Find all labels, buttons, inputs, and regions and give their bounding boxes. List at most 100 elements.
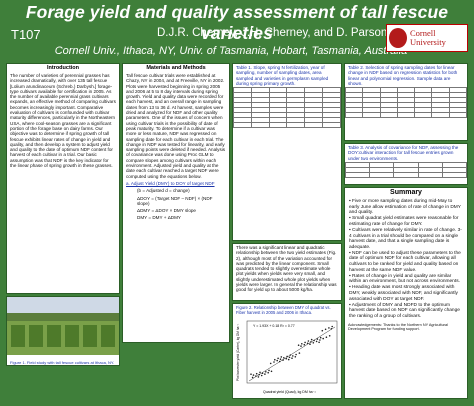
scatter-point: [301, 342, 303, 345]
table3-caption: Table 3. Analysis of covariance for NDF,…: [348, 145, 459, 161]
scatter-point: [289, 353, 292, 356]
methods-panel: Materials and Methods Tall fescue cultiv…: [122, 63, 230, 343]
intro-text: The number of varieties of perennial gra…: [10, 73, 116, 169]
poster-title: Forage yield and quality assessment of t…: [25, 2, 449, 43]
scatter-point: [325, 335, 328, 338]
scatter-ylabel: Plot harvester yield (Carter), kg DM ha⁻…: [236, 323, 240, 380]
table1-caption: Table 1. Slope, spring N fertilization, …: [236, 65, 329, 86]
fig1-caption: Figure 1. Field study with tall fescue c…: [10, 360, 115, 365]
summary-bullet: ▪ Rates of change in yield and quality a…: [349, 273, 460, 285]
scatter-point: [270, 370, 273, 372]
scatter-point: [316, 337, 319, 340]
methods-text: Tall fescue cultivar trials were establi…: [126, 73, 226, 179]
scatter-point: [287, 358, 290, 360]
scatter-point: [273, 360, 275, 363]
table2-caption: Table 2. Selection of spring sampling da…: [348, 65, 458, 86]
scatter-point: [264, 372, 266, 375]
intro-heading: Introduction: [7, 64, 119, 72]
table1: [233, 87, 341, 129]
scatter-point: [306, 342, 309, 344]
scatter-point: [318, 341, 320, 343]
methods-heading: Materials and Methods: [123, 64, 229, 72]
eq2: ΔDOY = (Target NDF – NDF) × (NDF slope): [137, 195, 213, 206]
scatter-point: [330, 327, 333, 330]
logo-text: Cornell University: [409, 28, 446, 47]
scatter-point: [258, 373, 260, 375]
scatter-point: [291, 356, 293, 359]
scatter-point: [312, 341, 315, 344]
intro-panel: Introduction The number of varieties of …: [6, 63, 120, 294]
scatter-point: [322, 337, 324, 339]
results-panel: There was a significant linear and quadr…: [232, 243, 342, 301]
scatter-point: [259, 371, 261, 373]
summary-bullet: ▪ Cultivars were relatively similar in r…: [349, 227, 462, 250]
summary-bullet: ▪ Small quadrat yield estimates were rea…: [349, 216, 459, 227]
table1-panel: Table 1. Slope, spring N fertilization, …: [232, 63, 342, 241]
scatter-point: [307, 339, 310, 342]
scatter-point: [282, 358, 284, 361]
table2-panel: Table 2. Selection of spring sampling da…: [344, 63, 468, 141]
summary-bullet: ▪ Heading date was most strongly associa…: [349, 285, 458, 302]
table2: [344, 87, 468, 119]
scatter-point: [313, 339, 315, 341]
scatter-point: [255, 372, 258, 375]
fig1-panel: Figure 1. Field study with tall fescue c…: [6, 296, 120, 366]
scatter-point: [292, 354, 294, 357]
scatter-equation: Y = 1.93X + 0.18 R² = 0.77: [253, 324, 295, 328]
fig2-caption: Figure 2. Relationship between DMY of qu…: [236, 305, 331, 316]
scatter-point: [304, 341, 306, 343]
scatter-point: [261, 371, 264, 374]
summary-bullet: ▪ Five or more sampling dates during mid…: [349, 199, 461, 216]
eq3: ΔDMY = ΔDOY × DMY slope: [137, 208, 196, 214]
table3-panel: Table 3. Analysis of covariance for NDF,…: [344, 143, 468, 185]
scatter-point: [310, 340, 312, 343]
scatter-point: [252, 373, 255, 376]
seal-icon: [389, 28, 407, 48]
cornell-logo: Cornell University: [386, 24, 468, 52]
scatter-point: [268, 369, 270, 371]
scatter-point: [277, 357, 279, 359]
scatter-point: [257, 375, 260, 378]
results-text: There was a significant linear and quadr…: [236, 245, 337, 293]
scatter-point: [278, 360, 281, 362]
authors: D.J.R. Cherney, J.H. Cherney, and D. Par…: [156, 27, 394, 39]
scatter-point: [324, 328, 327, 330]
scatter-point: [250, 372, 252, 375]
scatter-point: [328, 334, 331, 337]
scatter-point: [260, 374, 263, 376]
equations-link[interactable]: a. Adjust Yield (DMY) to DOY of target N…: [126, 180, 215, 186]
scatter-point: [267, 371, 269, 374]
scatter-point: [288, 356, 291, 358]
scatter-point: [319, 336, 322, 339]
affiliations: Cornell Univ., Ithaca, NY, Univ. of Tasm…: [54, 45, 408, 57]
scatter-point: [309, 342, 311, 345]
eq1: (b = Adjusted d = change): [137, 188, 190, 194]
scatter-point: [297, 343, 300, 346]
scatter-point: [321, 329, 324, 332]
scatter-point: [274, 358, 276, 361]
scatter-xlabel: Quadrat yield (Quad), kg DM ha⁻¹: [263, 390, 316, 394]
table3: [344, 161, 468, 178]
field-photo: [7, 297, 119, 355]
eq4: DMY = DMY + ΔDMY: [137, 215, 181, 221]
scatter-point: [285, 357, 288, 360]
summary-bullet: ▪ Adjustment of DMY and NDFD to the opti…: [349, 302, 460, 319]
scatter-point: [328, 326, 330, 329]
scatter-point: [315, 340, 318, 342]
scatter-plot: Y = 1.93X + 0.18 R² = 0.77 Quadrat yield…: [236, 320, 338, 394]
acknowledgements: Acknowledgements: Thanks to the Northern…: [348, 322, 448, 332]
scatter-point: [269, 362, 272, 364]
scatter-point: [295, 353, 297, 355]
scatter-point: [286, 355, 288, 357]
scatter-point: [300, 344, 302, 347]
scatter-point: [265, 370, 267, 373]
scatter-point: [303, 343, 306, 346]
scatter-point: [251, 376, 254, 378]
poster-id: T107: [11, 27, 41, 42]
summary-list: ▪ Five or more sampling dates during mid…: [345, 197, 467, 322]
scatter-point: [294, 355, 297, 358]
scatter-point: [255, 374, 257, 377]
scatter-point: [280, 355, 283, 358]
scatter-point: [331, 325, 333, 327]
